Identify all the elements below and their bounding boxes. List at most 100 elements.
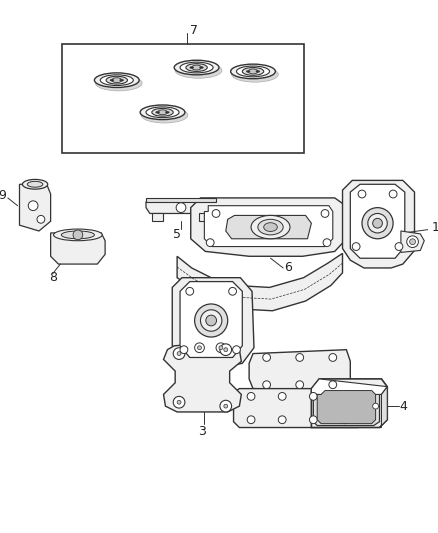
Ellipse shape — [156, 111, 159, 113]
Ellipse shape — [194, 304, 228, 337]
Ellipse shape — [192, 65, 201, 70]
Polygon shape — [350, 184, 405, 258]
Ellipse shape — [120, 79, 124, 81]
Circle shape — [341, 392, 348, 400]
Polygon shape — [226, 215, 311, 239]
Ellipse shape — [190, 67, 194, 69]
Circle shape — [219, 346, 223, 350]
Ellipse shape — [112, 78, 122, 83]
Ellipse shape — [146, 107, 179, 118]
Ellipse shape — [174, 60, 219, 75]
Circle shape — [198, 346, 201, 350]
Polygon shape — [172, 278, 254, 367]
Text: 6: 6 — [284, 262, 292, 274]
Polygon shape — [191, 198, 348, 256]
Circle shape — [309, 392, 317, 400]
Polygon shape — [233, 389, 366, 427]
Text: 5: 5 — [173, 228, 181, 241]
Circle shape — [329, 381, 337, 389]
Ellipse shape — [232, 67, 278, 82]
Circle shape — [37, 215, 45, 223]
Polygon shape — [163, 342, 241, 412]
Polygon shape — [152, 214, 163, 221]
Ellipse shape — [166, 111, 170, 113]
Circle shape — [296, 353, 304, 361]
Polygon shape — [311, 379, 387, 394]
Ellipse shape — [158, 110, 167, 115]
Circle shape — [341, 416, 348, 424]
Circle shape — [278, 392, 286, 400]
Text: 3: 3 — [198, 425, 206, 438]
Text: 4: 4 — [399, 400, 407, 413]
Ellipse shape — [95, 73, 139, 87]
Ellipse shape — [206, 315, 216, 326]
Ellipse shape — [246, 70, 250, 72]
Text: 7: 7 — [190, 24, 198, 37]
Circle shape — [389, 190, 397, 198]
Circle shape — [352, 243, 360, 251]
Polygon shape — [198, 214, 210, 221]
Polygon shape — [249, 350, 350, 391]
Ellipse shape — [231, 64, 276, 79]
Ellipse shape — [237, 66, 269, 77]
Polygon shape — [146, 198, 216, 202]
Polygon shape — [311, 379, 387, 427]
Circle shape — [173, 397, 185, 408]
Ellipse shape — [199, 67, 203, 69]
Circle shape — [358, 190, 366, 198]
Circle shape — [28, 201, 38, 211]
Ellipse shape — [180, 62, 213, 73]
Polygon shape — [51, 233, 105, 264]
Polygon shape — [205, 206, 333, 247]
Ellipse shape — [27, 181, 43, 187]
Polygon shape — [343, 180, 414, 268]
Circle shape — [229, 287, 237, 295]
Polygon shape — [180, 281, 242, 358]
Ellipse shape — [22, 180, 48, 189]
Bar — [62, 44, 304, 153]
Ellipse shape — [251, 215, 290, 239]
Circle shape — [247, 416, 255, 424]
Text: 1: 1 — [432, 221, 438, 233]
Circle shape — [177, 400, 181, 404]
Circle shape — [73, 230, 83, 240]
Ellipse shape — [110, 79, 114, 81]
Ellipse shape — [100, 75, 133, 85]
Circle shape — [180, 346, 188, 353]
Polygon shape — [379, 386, 387, 427]
Circle shape — [407, 236, 418, 247]
Ellipse shape — [53, 229, 102, 241]
Ellipse shape — [264, 223, 277, 231]
Ellipse shape — [106, 76, 127, 84]
Circle shape — [296, 381, 304, 389]
Ellipse shape — [61, 231, 95, 239]
Polygon shape — [313, 386, 379, 425]
Circle shape — [224, 348, 228, 352]
Text: 8: 8 — [49, 271, 57, 284]
Circle shape — [329, 353, 337, 361]
Polygon shape — [317, 391, 376, 424]
Circle shape — [263, 353, 271, 361]
Polygon shape — [20, 184, 51, 231]
Circle shape — [247, 392, 255, 400]
Circle shape — [323, 239, 331, 247]
Ellipse shape — [95, 75, 142, 91]
Circle shape — [212, 209, 220, 217]
Circle shape — [233, 346, 240, 353]
Circle shape — [173, 348, 185, 359]
Circle shape — [216, 343, 226, 353]
Circle shape — [410, 239, 416, 245]
Ellipse shape — [186, 63, 207, 71]
Circle shape — [176, 203, 186, 213]
Ellipse shape — [248, 69, 258, 74]
Ellipse shape — [201, 310, 222, 331]
Ellipse shape — [242, 68, 264, 75]
Ellipse shape — [368, 214, 387, 233]
Ellipse shape — [175, 63, 222, 78]
Circle shape — [186, 287, 194, 295]
Ellipse shape — [362, 208, 393, 239]
Circle shape — [309, 416, 317, 424]
Circle shape — [373, 403, 378, 409]
Circle shape — [263, 381, 271, 389]
Polygon shape — [177, 253, 343, 311]
